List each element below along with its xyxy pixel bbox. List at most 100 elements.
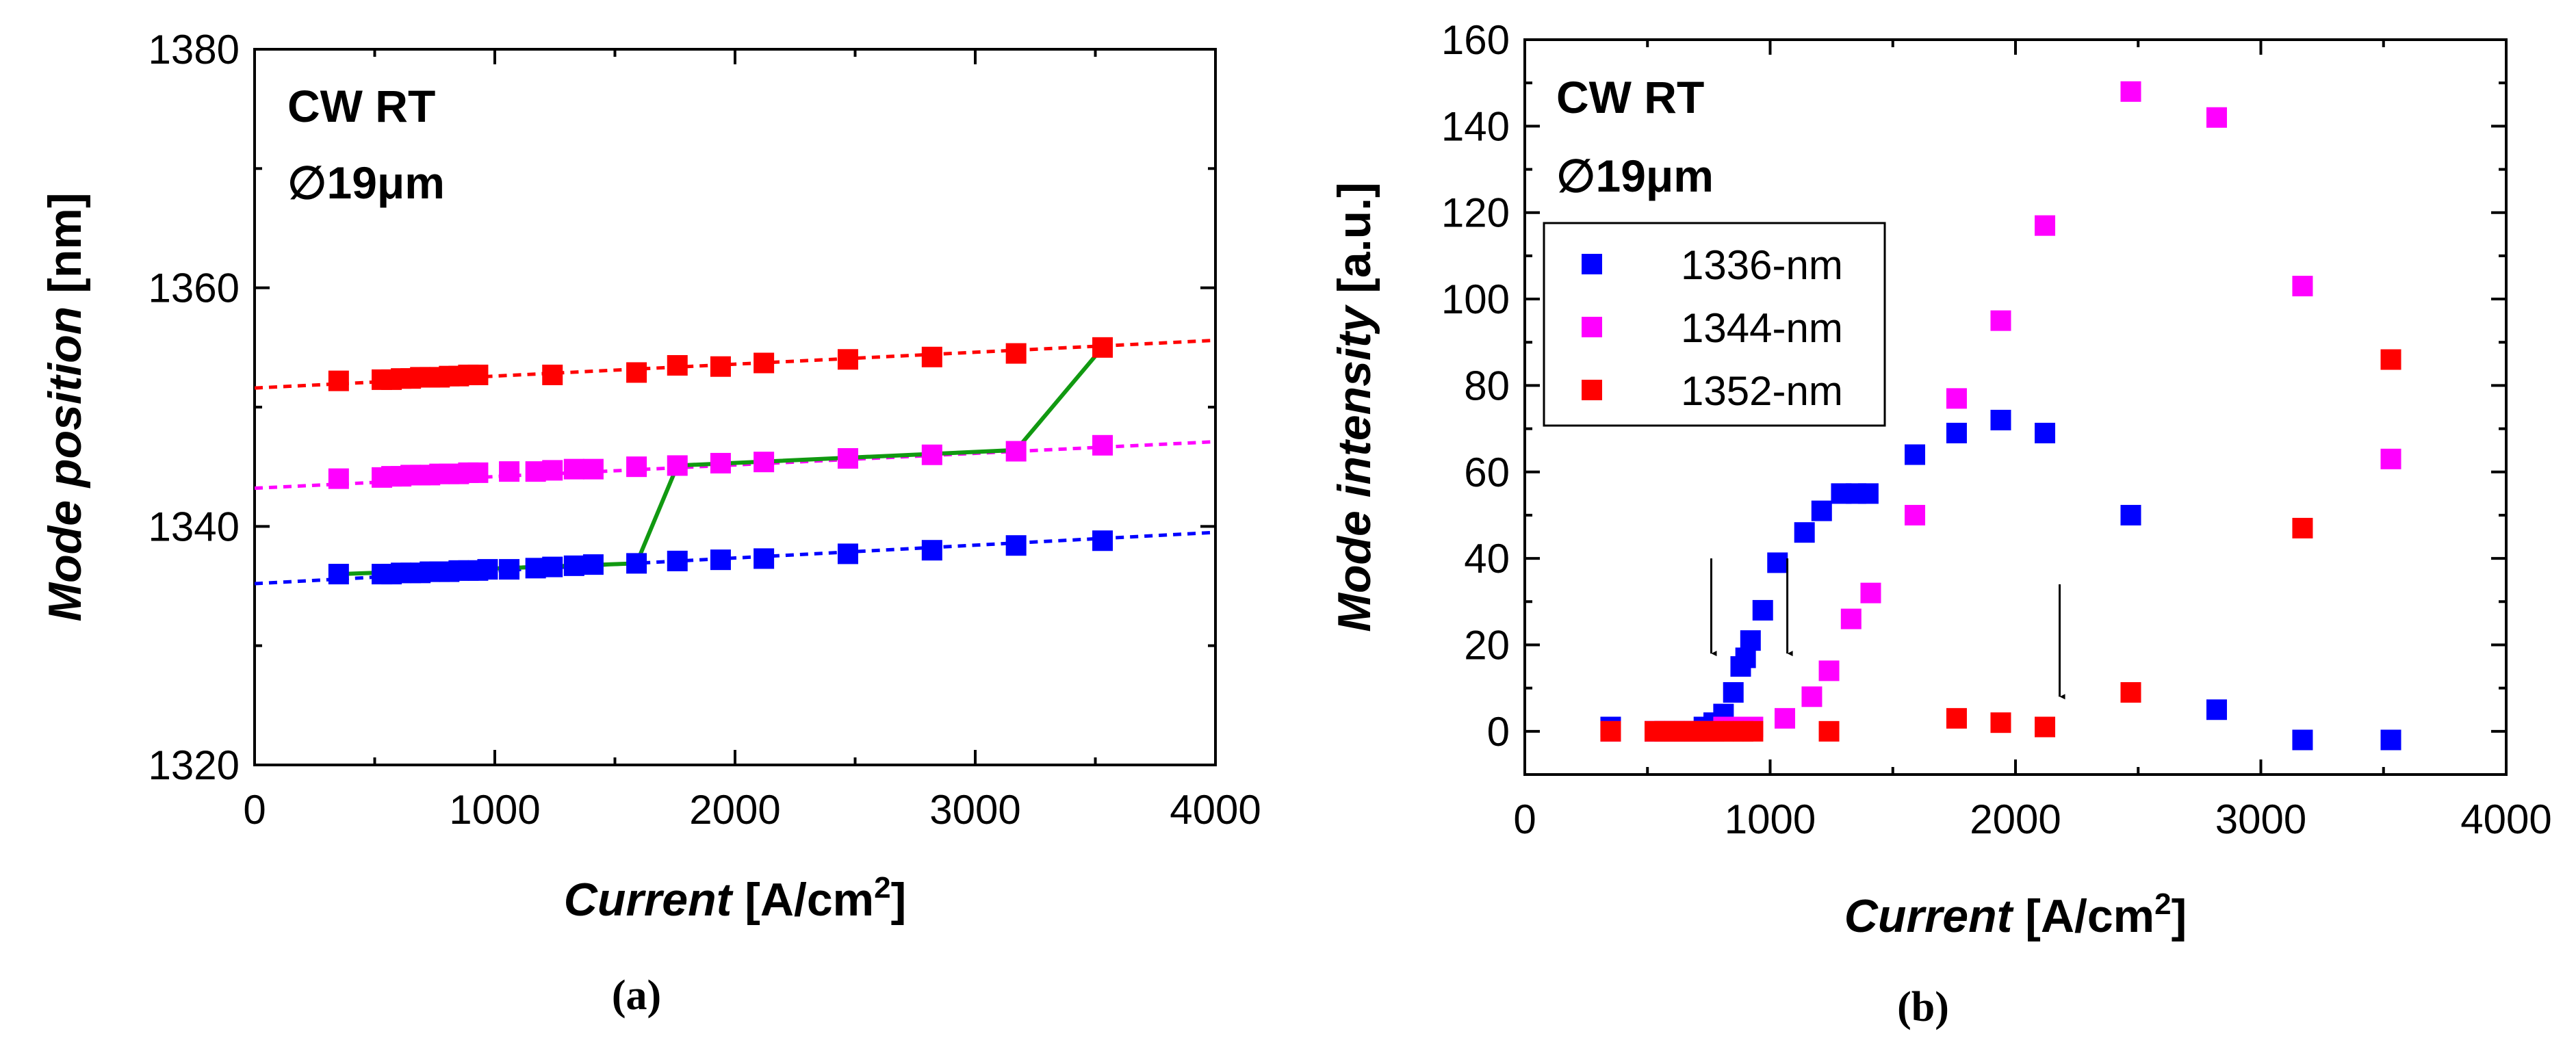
x-tick-label: 2000 [1970, 796, 2061, 842]
y-tick-label: 1340 [149, 504, 240, 549]
data-point [328, 564, 349, 585]
data-point [1742, 720, 1764, 742]
data-point [542, 364, 563, 385]
data-point [754, 452, 775, 473]
y-axis-label: Mode intensity [a.u.] [1328, 182, 1380, 632]
data-point [1740, 630, 1761, 651]
data-point [1005, 343, 1027, 364]
data-point [710, 452, 731, 473]
y-axis-label-italic: Mode intensity [1328, 304, 1380, 632]
data-point [2120, 504, 2141, 525]
data-point [467, 364, 489, 385]
y-tick-label: 1320 [149, 742, 240, 788]
data-point [1600, 720, 1621, 742]
data-point [710, 549, 731, 571]
data-point [754, 548, 775, 569]
x-axis-label-italic: Current [564, 874, 734, 926]
y-tick-label: 1360 [149, 265, 240, 311]
x-tick-label: 4000 [2460, 796, 2551, 842]
annotation-text: ∅19μm [287, 157, 445, 208]
data-point [1752, 599, 1773, 621]
data-point [1723, 681, 1744, 703]
data-point [2120, 681, 2141, 703]
y-tick-label: 120 [1441, 190, 1510, 236]
data-point [1005, 441, 1027, 462]
data-point [563, 458, 584, 480]
x-axis-label-unit: [A/cm [2012, 890, 2154, 942]
data-point [1092, 530, 1113, 551]
data-point [1811, 500, 1832, 521]
data-point [1735, 647, 1756, 668]
x-axis-label-italic: Current [1844, 890, 2014, 942]
y-axis-label-unit: [a.u.] [1328, 182, 1380, 306]
y-tick-label: 160 [1441, 17, 1510, 63]
data-point [626, 553, 647, 574]
x-axis-label-unit: [A/cm [732, 874, 874, 926]
data-point [2380, 448, 2401, 469]
data-point [2035, 215, 2056, 236]
data-point [2380, 729, 2401, 751]
data-point [1092, 337, 1113, 358]
x-axis-label-sup: 2 [874, 871, 890, 905]
y-axis-label-italic: Mode position [39, 307, 91, 622]
y-axis-label-unit: [nm] [39, 192, 91, 306]
data-point [921, 346, 942, 367]
data-point [328, 370, 349, 391]
data-point [2292, 276, 2313, 297]
x-axis-label-close: ] [891, 874, 907, 926]
legend-label: 1344-nm [1681, 305, 1843, 351]
y-tick-label: 100 [1441, 276, 1510, 322]
y-tick-label: 140 [1441, 103, 1510, 149]
x-tick-label: 2000 [689, 787, 780, 833]
data-point [1775, 707, 1796, 729]
data-point [1857, 483, 1879, 504]
data-point [837, 543, 858, 564]
x-axis-label: Current [A/cm2] [564, 871, 907, 926]
y-tick-label: 20 [1464, 622, 1510, 668]
x-tick-label: 3000 [2215, 796, 2306, 842]
panel-b: 0 1000 2000 3000 4000 0 20 40 60 80 100 120 140 160 Cu… [1328, 17, 2552, 1030]
data-point [1946, 422, 1967, 443]
data-point [2035, 422, 2056, 443]
data-point [1905, 444, 1926, 465]
data-point [328, 468, 349, 489]
data-point [542, 556, 563, 577]
x-tick-label: 0 [243, 787, 266, 833]
data-point [1905, 504, 1926, 525]
x-axis-label: Current [A/cm2] [1844, 887, 2187, 942]
data-point [1990, 712, 2011, 733]
data-point [667, 550, 688, 571]
legend-marker [1582, 317, 1602, 337]
annotation-text: CW RT [1556, 72, 1704, 122]
data-point [2292, 729, 2313, 751]
data-point [754, 352, 775, 374]
data-point [1818, 720, 1840, 742]
data-point [837, 349, 858, 370]
panel-caption: (b) [1897, 984, 1949, 1030]
data-point [1946, 388, 1967, 409]
legend-label: 1336-nm [1681, 242, 1843, 288]
data-point [1990, 409, 2011, 430]
data-point [921, 540, 942, 561]
data-point [626, 456, 647, 478]
x-tick-label: 0 [1513, 796, 1536, 842]
data-point [477, 559, 498, 580]
y-tick-label: 0 [1487, 709, 1510, 755]
data-point [921, 444, 942, 465]
data-point [1818, 660, 1840, 681]
data-point [2380, 349, 2401, 370]
y-tick-label: 60 [1464, 450, 1510, 495]
data-point [1860, 582, 1881, 603]
panel-caption: (a) [612, 972, 661, 1019]
x-axis-label-close: ] [2172, 890, 2187, 942]
legend-label: 1352-nm [1681, 368, 1843, 414]
legend-marker [1582, 254, 1602, 274]
data-point [1092, 434, 1113, 456]
x-axis-label-sup: 2 [2154, 887, 2171, 921]
data-point [563, 555, 584, 576]
data-point [1794, 522, 1815, 543]
x-tick-label: 3000 [929, 787, 1020, 833]
y-axis-label: Mode position [nm] [39, 192, 91, 621]
data-point [1840, 608, 1862, 629]
